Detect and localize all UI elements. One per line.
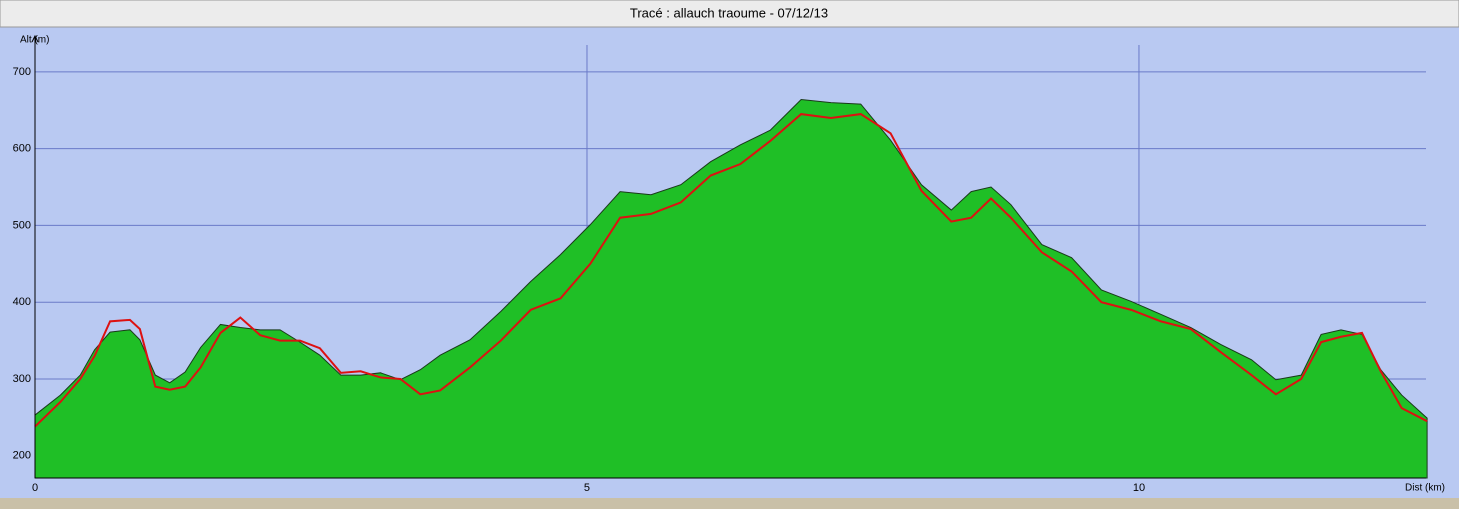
map-strip: [0, 498, 1459, 509]
x-axis-label: Dist (km): [1405, 483, 1445, 494]
title-bar: [0, 0, 1459, 28]
terrain-area: [34, 98, 1428, 479]
x-tick-label: 0: [32, 482, 38, 494]
x-tick-label: 10: [1133, 482, 1145, 494]
y-tick-label: 400: [13, 296, 31, 308]
chart-title: Tracé : allauch traoume - 07/12/13: [630, 5, 828, 20]
track-line: [34, 113, 1428, 428]
y-tick-label: 700: [13, 66, 31, 78]
y-tick-label: 200: [13, 450, 31, 462]
y-tick-label: 300: [13, 373, 31, 385]
x-tick-label: 5: [584, 482, 590, 494]
y-axis-arrow: [31, 34, 39, 43]
y-tick-label: 500: [13, 219, 31, 231]
y-tick-label: 600: [13, 143, 31, 155]
